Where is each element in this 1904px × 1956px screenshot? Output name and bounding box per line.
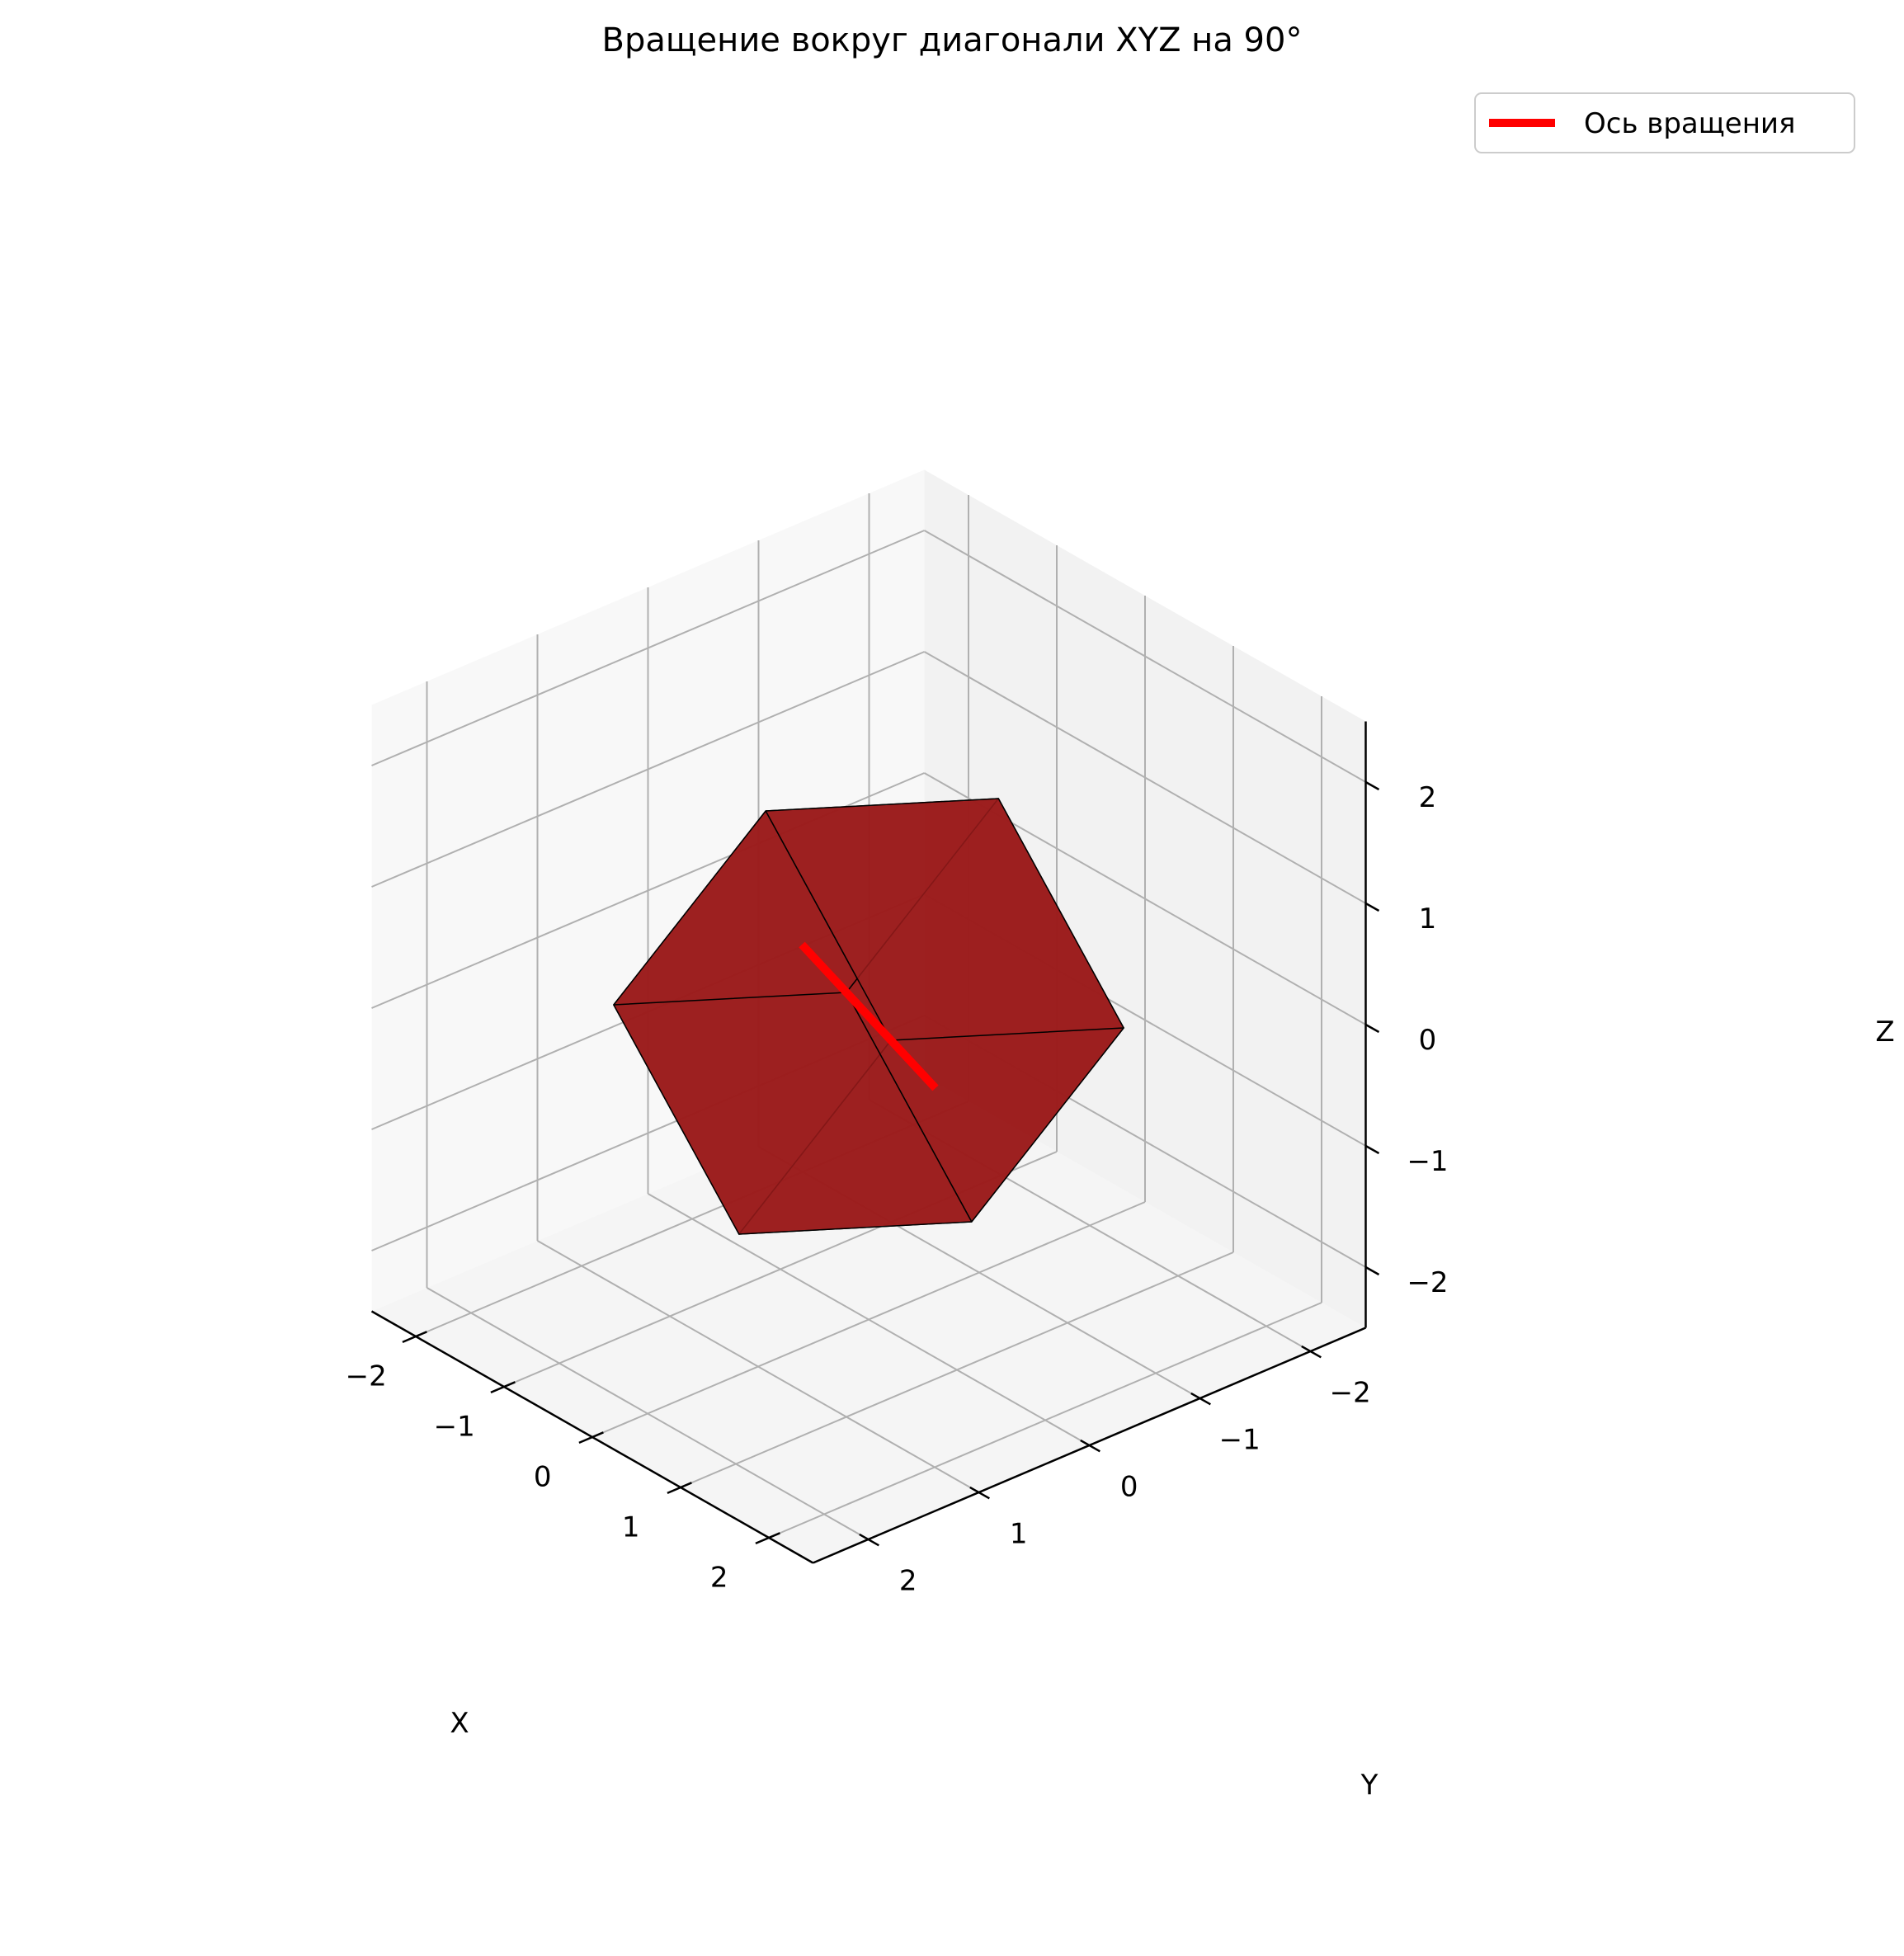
y-tick-mark <box>1301 1345 1322 1359</box>
z-tick-mark <box>1364 1023 1380 1034</box>
x-tick-mark <box>667 1482 692 1494</box>
y-tick-mark <box>969 1486 990 1500</box>
legend: Ось вращения <box>1474 92 1855 153</box>
z-tick-label: −1 <box>1407 1145 1448 1178</box>
tick-marks <box>402 780 1380 1547</box>
legend-box <box>1474 92 1855 153</box>
gridline-z-left-wall <box>371 530 925 766</box>
x-tick-label: 2 <box>710 1562 728 1595</box>
z-tick-mark <box>1364 780 1380 791</box>
gridline-z-right-wall <box>924 530 1366 783</box>
legend-entry-label: Ось вращения <box>1584 107 1795 140</box>
z-tick-mark <box>1364 1266 1380 1276</box>
rotation-axis-line <box>799 941 939 1091</box>
cube-face <box>765 798 1124 1041</box>
x-tick-mark <box>490 1381 516 1393</box>
y-tick-mark <box>1190 1392 1211 1406</box>
rotated-cube <box>613 798 1124 1235</box>
x-tick-label: −2 <box>346 1360 387 1393</box>
tick-labels: −2 −1 0 1 2 −2 −1 0 1 2 −2 −1 0 1 2 <box>346 781 1449 1598</box>
gridline-y-floor <box>537 1240 979 1493</box>
z-tick-label: 1 <box>1419 903 1437 936</box>
y-tick-label: 1 <box>1010 1518 1028 1551</box>
y-tick-label: −2 <box>1330 1377 1371 1410</box>
y-axis-label: Y <box>1360 1769 1379 1802</box>
z-tick-mark <box>1364 1144 1380 1155</box>
x-tick-mark <box>402 1331 427 1343</box>
gridline-y-floor <box>427 1287 869 1540</box>
x-axis-label: X <box>450 1707 469 1740</box>
y-tick-label: 0 <box>1120 1471 1138 1504</box>
z-tick-label: −2 <box>1407 1266 1448 1299</box>
z-tick-label: 0 <box>1419 1024 1437 1057</box>
y-tick-mark <box>1080 1439 1100 1453</box>
x-tick-label: 1 <box>622 1511 640 1544</box>
y-tick-label: 2 <box>899 1565 917 1598</box>
gridline-z-left-wall <box>371 651 925 888</box>
z-axis-label: Z <box>1875 1016 1894 1049</box>
z-tick-mark <box>1364 902 1380 912</box>
z-tick-label: 2 <box>1419 781 1437 814</box>
x-tick-label: 0 <box>534 1461 552 1494</box>
gridline-y-floor <box>648 1193 1090 1446</box>
x-tick-label: −1 <box>434 1411 475 1444</box>
y-tick-mark <box>859 1533 879 1547</box>
x-tick-mark <box>578 1431 604 1444</box>
rotation-axis-group <box>799 941 939 1091</box>
chart-title: Вращение вокруг диагонали XYZ на 90° <box>602 21 1303 59</box>
y-tick-label: −1 <box>1219 1424 1261 1457</box>
gridline-z-right-wall <box>924 651 1366 904</box>
x-tick-mark <box>755 1532 780 1544</box>
